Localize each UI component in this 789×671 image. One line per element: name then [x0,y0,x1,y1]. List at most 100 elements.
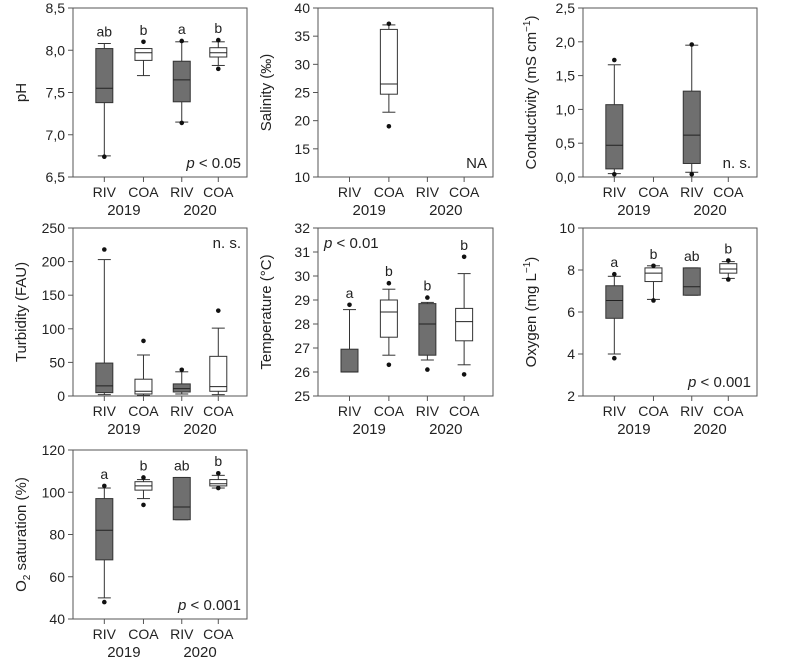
box-iqr [719,263,738,274]
stat-annotation: p < 0.05 [185,155,241,172]
year-label: 2020 [183,202,216,219]
y-tick-label: 32 [294,220,310,236]
box-iqr [379,28,398,95]
box-plot-coa-2020: b [209,453,228,491]
box-plot-riv-2019: a [605,254,624,361]
box-plot-riv-2020 [682,42,701,177]
outlier-point [386,21,392,27]
x-tick-label: RIV [603,184,627,200]
x-tick-label: RIV [680,184,704,200]
x-tick-label: COA [374,184,405,200]
outlier-point [386,362,392,368]
x-tick-label: RIV [170,403,194,419]
year-label: 2020 [429,202,462,219]
x-tick-label: RIV [338,184,362,200]
year-label: 2019 [353,202,386,219]
outlier-point [425,295,430,300]
significance-letter: a [178,21,186,37]
outlier-point [612,271,617,277]
y-axis-label: Temperature (°C) [258,254,275,369]
box-plot-riv-2019: a [340,285,359,373]
y-tick-label: 40 [49,611,65,627]
y-axis-label: Conductivity (mS cm−1) [522,16,540,170]
box-plot-riv-2020 [172,367,191,395]
y-axis-label: Oxygen (mg L−1) [522,257,540,368]
significance-letter: b [214,20,222,36]
x-tick-label: COA [128,626,159,642]
panel-turbidity: 0 50 100 150 200 250 RIV COA RIV COA 2019 2020 Turbi… [13,220,248,438]
outlier-point [179,120,185,126]
y-tick-label: 40 [294,0,310,16]
box-iqr [172,383,191,393]
outlier-point [347,302,352,308]
y-tick-label: 60 [49,569,65,585]
year-label: 2019 [617,202,650,219]
significance-letter: b [724,241,732,257]
y-tick-label: 2,0 [556,34,576,50]
outlier-point [102,483,107,489]
y-tick-label: 150 [42,287,66,303]
y-tick-label: 100 [42,321,66,337]
y-tick-label: 31 [294,244,310,260]
y-tick-label: 0 [57,388,65,404]
box-plot-riv-2019 [95,247,114,396]
box-plot-coa-2019: b [134,22,153,77]
box-iqr [379,299,398,338]
box-plot-riv-2020: ab [172,457,191,521]
outlier-point [425,367,430,372]
outlier-point [386,280,392,286]
y-tick-label: 6,5 [46,169,66,185]
box-iqr [644,267,663,283]
x-tick-label: COA [203,403,234,419]
outlier-point [461,254,467,260]
x-tick-label: RIV [170,626,194,642]
y-tick-label: 8,5 [46,0,66,16]
y-axis-label: Turbidity (FAU) [13,262,30,362]
x-tick-label: RIV [170,184,194,200]
significance-letter: b [140,457,148,473]
y-tick-label: 4 [567,346,575,362]
x-tick-label: RIV [338,403,362,419]
box-iqr [95,48,114,104]
plot-frame [582,7,758,178]
y-tick-label: 7,0 [46,127,66,143]
significance-letter: a [100,466,108,482]
year-label: 2019 [353,421,386,438]
box-iqr [172,60,191,103]
outlier-point [141,338,146,344]
stat-annotation: NA [466,155,487,172]
year-label: 2020 [693,421,726,438]
significance-letter: b [423,278,431,294]
stat-annotation: p < 0.001 [687,374,751,391]
outlier-point [651,298,656,303]
panel-salinity: 10 15 20 25 30 35 40 RIV COA RIV COA 2019 2020 Salini… [258,0,494,219]
box-iqr [682,90,701,164]
outlier-point [612,171,617,177]
y-tick-label: 25 [294,388,310,404]
y-axis-label: pH [13,83,30,102]
box-iqr [209,355,228,392]
box-iqr [172,476,191,521]
box-iqr [209,479,228,487]
outlier-point [179,367,185,373]
box-plot-coa-2020: b [455,237,474,377]
y-tick-label: 6 [567,304,575,320]
outlier-point [386,124,392,129]
box-plot-riv-2019: ab [95,23,114,160]
box-iqr [95,498,114,561]
box-iqr [418,303,437,356]
y-tick-label: 2,5 [556,0,576,16]
year-label: 2019 [107,421,140,438]
x-tick-label: COA [128,184,159,200]
outlier-point [612,57,617,63]
y-tick-label: 120 [42,442,66,458]
y-tick-label: 1,5 [556,68,576,84]
y-tick-label: 0,0 [556,169,576,185]
outlier-point [141,502,146,508]
y-tick-label: 28 [294,316,310,332]
stat-annotation: n. s. [723,155,751,172]
y-tick-label: 29 [294,292,310,308]
x-tick-label: RIV [93,626,117,642]
